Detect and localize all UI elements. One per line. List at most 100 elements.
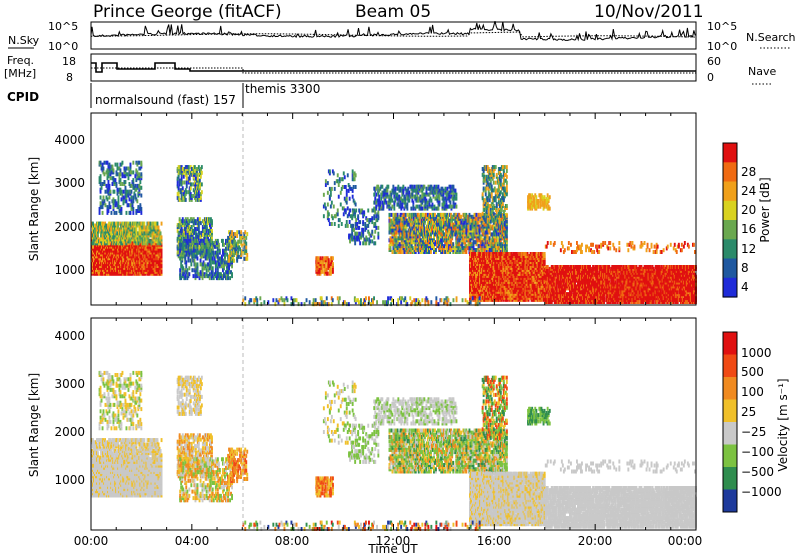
nave-label: Nave [748, 65, 776, 78]
power-echo-cell [195, 227, 197, 231]
freq-label-line1: Freq. [7, 54, 34, 67]
power-echo-cell [179, 249, 181, 253]
power-echo-cell [104, 199, 106, 203]
power-echo-cell [334, 222, 336, 226]
power-echo-cell [191, 182, 193, 186]
power-echo-cell [129, 197, 131, 201]
power-echo-cell [458, 242, 460, 246]
power-echo-cell [377, 232, 379, 236]
power-echo-cell [323, 193, 325, 197]
power-echo-cell [121, 207, 123, 211]
power-echo-cell [197, 257, 199, 261]
power-echo-cell [353, 228, 355, 232]
power-echo-cell [244, 230, 246, 234]
power-echo-cell [131, 196, 133, 200]
power-echo-cell [236, 234, 238, 238]
power-echo-cell [150, 222, 152, 226]
power-echo-cell [246, 232, 248, 236]
power-echo-cell [355, 218, 357, 222]
power-echo-cell [394, 187, 396, 191]
power-echo-cell [337, 173, 339, 177]
power-echo-cell [200, 262, 202, 266]
power-echo-cell [224, 255, 226, 259]
power-echo-cell [136, 170, 138, 174]
power-echo-cell [117, 222, 119, 226]
power-echo-cell [374, 230, 376, 234]
power-echo-cell [409, 244, 411, 248]
power-echo-cell [330, 266, 332, 270]
power-echo-cell [186, 181, 188, 185]
power-echo-cell [208, 253, 210, 257]
power-echo-cell [354, 214, 356, 218]
power-echo-cell [338, 183, 340, 187]
power-echo-cell [211, 229, 213, 233]
power-echo-cell [355, 173, 357, 177]
power-echo-cell [139, 203, 141, 207]
nave-tick-bottom: 0 [707, 71, 714, 84]
power-echo-cell [375, 193, 377, 197]
power-echo-cell [107, 161, 109, 165]
power-echo-cell [109, 196, 111, 200]
power-echo-cell [373, 193, 375, 197]
power-echo-cell [497, 236, 499, 240]
power-echo-cell [224, 260, 226, 264]
power-echo-cell [182, 186, 184, 190]
power-echo-cell [151, 241, 153, 245]
power-echo-cell [140, 172, 142, 176]
power-echo-cell [209, 272, 211, 276]
power-echo-cell [127, 172, 129, 176]
power-echo-cell [157, 222, 159, 226]
power-echo-cell [123, 190, 125, 194]
power-echo-cell [138, 161, 140, 165]
power-echo-cell [373, 236, 375, 240]
power-echo-cell [345, 208, 347, 212]
power-echo-cell [348, 212, 350, 216]
power-echo-cell [127, 190, 129, 194]
power-echo-cell [399, 187, 401, 191]
power-echo-cell [140, 161, 142, 165]
power-echo-cell [342, 185, 344, 189]
power-echo-cell [440, 238, 442, 242]
power-echo-cell [338, 195, 340, 199]
power-echo-cell [158, 226, 160, 230]
cpid-label: CPID [7, 90, 39, 104]
power-echo-cell [104, 172, 106, 176]
power-echo-cell [132, 196, 134, 200]
power-echo-cell [154, 241, 156, 245]
power-echo-cell [347, 206, 349, 210]
power-echo-cell [234, 232, 236, 236]
power-echo-cell [109, 184, 111, 188]
power-echo-cell [179, 198, 181, 202]
power-echo-cell [389, 223, 391, 227]
power-echo-cell [97, 233, 99, 237]
power-echo-cell [179, 268, 181, 272]
power-echo-cell [140, 207, 142, 211]
power-echo-cell [108, 180, 110, 184]
power-echo-cell [110, 205, 112, 209]
station-title: Prince George (fitACF) [93, 2, 282, 22]
power-echo-cell [110, 190, 112, 194]
power-echo-cell [328, 218, 330, 222]
power-data [91, 161, 697, 306]
power-echo-cell [412, 246, 414, 250]
power-echo-cell [137, 241, 139, 245]
power-echo-cell [179, 239, 181, 243]
power-echo-cell [116, 182, 118, 186]
power-echo-cell [222, 249, 224, 253]
power-echo-cell [480, 213, 482, 217]
power-echo-cell [131, 190, 133, 194]
power-echo-cell [104, 161, 106, 165]
power-echo-cell [132, 211, 134, 215]
power-echo-cell [489, 236, 491, 240]
power-echo-cell [478, 221, 480, 225]
power-echo-cell [366, 238, 368, 242]
power-echo-cell [185, 260, 187, 264]
power-echo-cell [111, 211, 113, 215]
power-echo-cell [410, 207, 412, 211]
power-echo-cell [410, 229, 412, 233]
power-echo-cell [189, 177, 191, 181]
power-echo-cell [452, 242, 454, 246]
power-echo-cell [343, 212, 345, 216]
power-echo-cell [371, 220, 373, 224]
power-echo-cell [228, 264, 230, 268]
